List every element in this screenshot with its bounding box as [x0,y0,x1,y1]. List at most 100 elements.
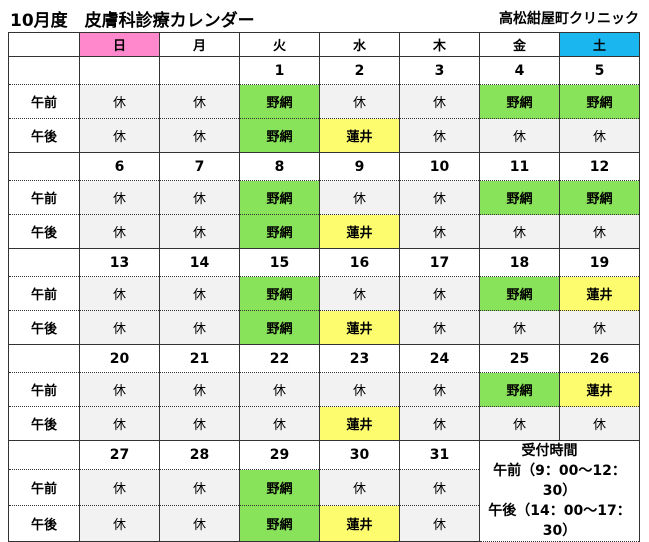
schedule-cell: 休 [399,180,480,215]
schedule-cell: 休 [159,276,240,311]
calendar-body: 1 2 3 4 5 午前休休野網休休野網 野網 午後休休野網 蓮井休休休 6 7 8 9 10 11 12 午前… [8,56,640,542]
weekday-wednesday: 水 [319,32,400,57]
schedule-cell: 休 [159,118,240,153]
schedule-cell: 野網 [479,84,560,119]
date-cell: 24 [399,344,480,373]
schedule-cell: 蓮井 [319,406,400,441]
date-cell: 3 [399,56,480,85]
schedule-cell: 休 [559,406,640,441]
schedule-cell: 休 [159,180,240,215]
schedule-cell: 休 [79,310,160,345]
schedule-cell: 休 [319,84,400,119]
weekday-sunday: 日 [79,32,160,57]
schedule-cell: 休 [159,505,240,542]
date-cell: 7 [159,152,240,181]
schedule-cell: 野網 [479,180,560,215]
date-row: 27 28 29 30 31 受付時間 午前（9：00～12：30） 午後（14：00～17：… [8,439,640,542]
pm-label: 午後 [8,118,80,153]
date-cell: 29 [239,439,320,471]
schedule-cell: 休 [79,505,160,542]
date-cell: 27 [79,439,160,471]
am-row: 午前休休野網休休野網 蓮井 [8,276,640,311]
schedule-cell: 野網 [239,469,320,507]
page-title: 10月度 皮膚科診療カレンダー [10,11,255,31]
date-cell: 12 [559,152,640,181]
schedule-cell: 休 [159,372,240,407]
am-label: 午前 [8,84,80,119]
date-cell: 14 [159,248,240,277]
am-label: 午前 [8,469,80,507]
reception-am-hours: 午前（9：00～12：30） [493,463,626,499]
am-row: 午前休休休休休野網 蓮井 [8,372,640,407]
schedule-cell: 蓮井 [559,276,640,311]
schedule-cell: 蓮井 [319,505,400,542]
date-cell: 9 [319,152,400,181]
date-cell: 4 [479,56,560,85]
pm-row: 午後休休休蓮井休休休 [8,406,640,441]
schedule-cell: 蓮井 [319,310,400,345]
date-cell: 28 [159,439,240,471]
pm-row: 午後休休野網 蓮井休休休 [8,118,640,153]
date-cell: 5 [559,56,640,85]
schedule-cell: 休 [559,118,640,153]
date-cell: 26 [559,344,640,373]
schedule-cell: 休 [399,276,480,311]
schedule-cell: 休 [159,84,240,119]
reception-hours-box: 受付時間午前（9：00～12：30） 午後（14：00～17：30） [479,440,640,542]
date-cell: 1 [239,56,320,85]
date-row: 13 14 15 16 17 18 19 [8,248,640,277]
date-row: 20 21 22 23 24 25 26 [8,344,640,373]
date-cell: 23 [319,344,400,373]
schedule-cell: 野網 [559,180,640,215]
schedule-cell: 休 [479,310,560,345]
date-cell: 8 [239,152,320,181]
weekday-saturday: 土 [559,32,640,57]
date-cell: 20 [79,344,160,373]
pm-label: 午後 [8,310,80,345]
am-row: 午前休休野網休休野網 野網 [8,180,640,215]
schedule-cell: 野網 [239,310,320,345]
date-cell: 2 [319,56,400,85]
header: 10月度 皮膚科診療カレンダー 高松紺屋町クリニック [0,0,649,34]
weekday-tuesday: 火 [239,32,320,57]
schedule-cell: 野網 [239,214,320,249]
reception-pm-hours: 午後（14：00～17：30） [488,503,631,539]
schedule-cell: 蓮井 [559,372,640,407]
schedule-cell: 野網 [239,276,320,311]
schedule-cell: 休 [159,406,240,441]
schedule-cell: 蓮井 [319,214,400,249]
date-cell: 30 [319,439,400,471]
schedule-cell: 蓮井 [319,118,400,153]
am-label: 午前 [8,180,80,215]
schedule-cell: 休 [79,372,160,407]
date-cell: 21 [159,344,240,373]
date-cell [79,56,160,85]
schedule-cell: 休 [479,118,560,153]
schedule-cell: 休 [399,505,480,542]
reception-title: 受付時間 [521,443,578,459]
date-cell: 25 [479,344,560,373]
pm-row: 午後休休野網 蓮井休休休 [8,310,640,345]
pm-label: 午後 [8,214,80,249]
weekday-friday: 金 [479,32,560,57]
schedule-cell: 休 [79,406,160,441]
schedule-cell: 野網 [239,180,320,215]
schedule-cell: 休 [79,276,160,311]
schedule-cell: 休 [319,469,400,507]
date-cell: 22 [239,344,320,373]
schedule-cell: 休 [399,406,480,441]
schedule-cell: 休 [399,118,480,153]
schedule-cell: 野網 [239,84,320,119]
schedule-cell: 休 [559,310,640,345]
date-cell: 16 [319,248,400,277]
weekday-header-row: 日 月 火 水 木 金 土 [8,32,640,57]
date-cell: 17 [399,248,480,277]
schedule-cell: 休 [79,118,160,153]
date-cell [159,56,240,85]
calendar-table: 日 月 火 水 木 金 土 1 2 3 4 5 午前休休野網休休野網 野網 午後休休野網 蓮井休… [8,32,640,542]
pm-label: 午後 [8,406,80,441]
date-cell: 19 [559,248,640,277]
schedule-cell: 休 [319,372,400,407]
schedule-cell: 野網 [239,505,320,542]
